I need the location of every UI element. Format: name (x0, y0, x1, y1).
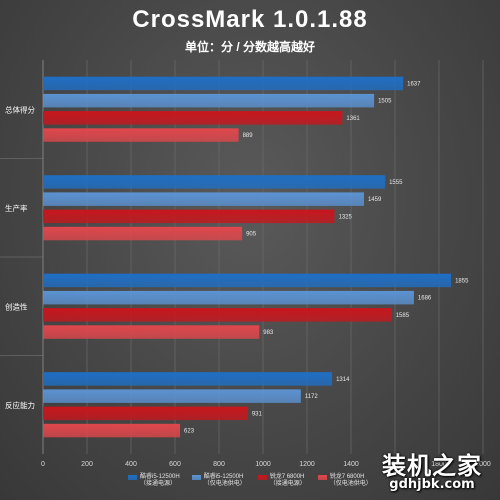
data-label: 1585 (396, 313, 410, 319)
x-tick-label: 0 (41, 461, 45, 468)
legend-item: 锐龙7 6800H （仅电池供电） (317, 474, 372, 488)
data-label: 889 (243, 133, 254, 139)
watermark: 装机之家 gdhjbk.com (372, 446, 492, 492)
x-tick-label: 200 (81, 461, 93, 468)
category-label: 创造性 (5, 301, 28, 311)
legend-sublabel: （仅电池供电） (329, 481, 372, 487)
x-tick-label: 600 (169, 461, 181, 468)
chart-title: CrossMark 1.0.1.88 (132, 6, 368, 33)
data-label: 1325 (339, 214, 353, 220)
bar (43, 192, 364, 206)
legend-swatch-1 (191, 475, 201, 480)
watermark-logo: 装机之家 (382, 452, 482, 480)
chart-subtitle: 单位：分 / 分数越高越好 (184, 40, 315, 54)
x-tick-label: 2000 (475, 461, 491, 468)
bar (43, 308, 392, 322)
legend-sublabel: （接通电源） (269, 481, 306, 487)
x-tick-label: 1400 (343, 461, 359, 468)
data-label: 623 (184, 429, 195, 435)
bar (43, 290, 414, 305)
legend: 酷睿i5-12500H （接通电源） 酷睿i5-12500H （仅电池供电） 锐… (128, 474, 372, 488)
legend-label: 锐龙7 6800H (329, 474, 365, 480)
legend-swatch-3 (317, 475, 327, 480)
category-label: 生产率 (5, 203, 28, 213)
bar (43, 226, 243, 241)
bar (43, 406, 248, 421)
x-tick-label: 1800 (431, 461, 447, 468)
data-label: 983 (263, 330, 274, 336)
category-label: 反应能力 (5, 400, 35, 410)
bar (43, 175, 386, 189)
legend-label: 酷睿i5-12500H (203, 474, 244, 480)
watermark-url: gdhjbk.com (389, 477, 475, 492)
data-label: 1555 (389, 180, 403, 186)
data-label: 1361 (346, 116, 360, 122)
bar (43, 209, 335, 224)
data-label: 1637 (407, 81, 421, 87)
data-label: 1172 (305, 394, 319, 400)
bar (43, 423, 181, 438)
legend-label: 酷睿i5-12500H (140, 474, 180, 480)
data-label: 1505 (378, 99, 392, 105)
data-label: 1686 (418, 296, 432, 302)
data-label: 1314 (336, 377, 350, 383)
bar (43, 128, 239, 142)
data-label: 931 (252, 411, 263, 417)
x-tick-label: 1000 (255, 461, 271, 468)
data-label: 1459 (368, 197, 382, 203)
category-label: 总体得分 (5, 104, 35, 114)
bar (43, 273, 452, 288)
data-label: 1855 (455, 278, 469, 284)
legend-item: 锐龙7 6800H （接通电源） (257, 474, 306, 488)
x-tick-label: 1600 (387, 461, 403, 468)
x-tick-label: 1200 (299, 461, 315, 468)
bar (43, 389, 301, 403)
legend-sublabel: （仅电池供电） (203, 481, 246, 487)
legend-swatch-0 (128, 475, 137, 480)
bar (43, 76, 404, 91)
legend-swatch-2 (257, 475, 267, 480)
bar (43, 372, 333, 386)
x-tick-label: 800 (213, 461, 225, 468)
legend-sublabel: （接通电源） (140, 481, 177, 487)
data-label: 905 (246, 232, 257, 238)
x-tick-label: 400 (125, 461, 137, 468)
legend-item: 酷睿i5-12500H （仅电池供电） (191, 474, 246, 488)
bar (43, 325, 260, 339)
bar (43, 111, 343, 125)
bar (43, 93, 375, 108)
legend-label: 锐龙7 6800H (269, 474, 305, 480)
legend-item: 酷睿i5-12500H （接通电源） (128, 474, 180, 488)
